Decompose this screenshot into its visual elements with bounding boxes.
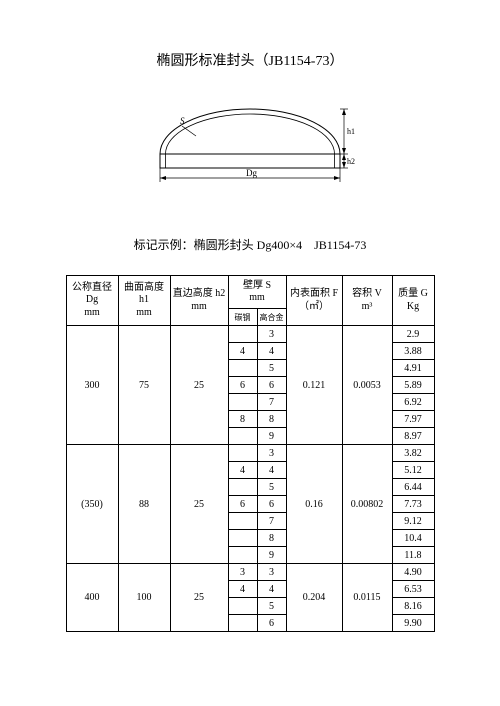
table-row: 300752530.1210.00532.9	[66, 326, 434, 343]
label-dg: Dg	[246, 168, 257, 178]
table-row: 40010025330.2040.01154.90	[66, 564, 434, 581]
example-label: 标记示例：椭圆形封头 Dg400×4 JB1154-73	[40, 236, 460, 253]
label-s: S	[180, 116, 185, 126]
page-title: 椭圆形标准封头（JB1154-73）	[40, 50, 460, 70]
head-diagram: S h1 h2 Dg	[120, 84, 380, 204]
label-h2: h2	[347, 157, 355, 166]
spec-table: 公称直径Dgmm曲面高度h1mm直边高度 h2mm壁厚 Smm内表面积 F（㎡）…	[66, 275, 435, 632]
table-row: (350)882530.160.008023.82	[66, 445, 434, 462]
label-h1: h1	[347, 127, 355, 136]
page: 椭圆形标准封头（JB1154-73） S h1 h2 Dg 标	[0, 0, 500, 706]
